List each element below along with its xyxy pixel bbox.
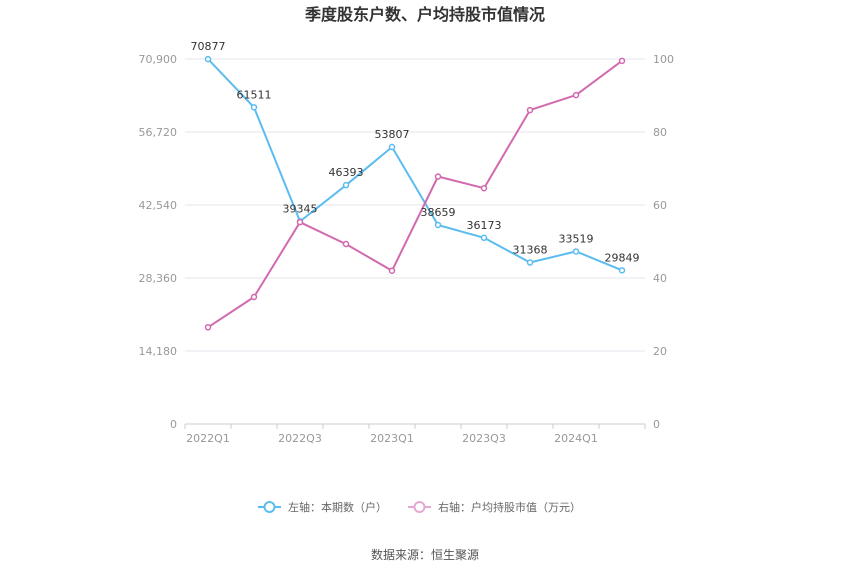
data-label: 70877 (191, 40, 226, 53)
data-point-right (250, 293, 258, 301)
legend: 左轴：本期数（户） 右轴：户均持股市值（万元） (258, 500, 581, 514)
data-label: 61511 (237, 88, 272, 101)
data-label: 36173 (467, 219, 502, 232)
data-point-left (434, 221, 442, 229)
legend-marker-right (413, 501, 426, 513)
right-tick-label: 80 (653, 126, 667, 139)
data-point-left (526, 259, 534, 266)
data-label: 39345 (283, 202, 318, 215)
data-point-right (526, 106, 534, 114)
x-tick-label: 2023Q3 (462, 432, 506, 445)
right-tick-label: 60 (653, 199, 667, 212)
data-label: 31368 (513, 244, 548, 257)
grid (185, 58, 645, 425)
data-point-right (572, 91, 580, 99)
x-axis: 2022Q1 2022Q3 2023Q1 2023Q3 2024Q1 (184, 424, 646, 445)
series-lines (207, 58, 623, 329)
x-tick-label: 2024Q1 (554, 432, 598, 445)
left-tick-label: 70,900 (139, 53, 178, 66)
data-point-left (342, 181, 350, 189)
left-axis: 0 14,180 28,360 42,540 56,720 70,900 (139, 53, 178, 431)
left-tick-label: 56,720 (139, 126, 178, 139)
data-point-right (618, 57, 626, 65)
left-tick-label: 28,360 (139, 272, 178, 285)
right-tick-label: 0 (653, 418, 660, 431)
right-tick-label: 20 (653, 345, 667, 358)
left-tick-label: 0 (170, 418, 177, 431)
data-point-right (434, 173, 442, 180)
right-tick-label: 40 (653, 272, 667, 285)
data-point-left (250, 104, 258, 111)
data-point-right (342, 240, 350, 248)
data-point-right (296, 218, 304, 226)
legend-item-right[interactable]: 右轴：户均持股市值（万元） (408, 500, 581, 514)
data-point-right (388, 267, 396, 274)
data-point-left (618, 267, 626, 274)
x-tick-label: 2022Q1 (186, 432, 230, 445)
legend-marker-left (263, 501, 276, 513)
data-labels: 70877 61511 39345 46393 53807 38659 36173 31368… (191, 40, 640, 264)
data-point-right (480, 184, 488, 192)
data-label: 46393 (329, 166, 364, 179)
series-line-right (207, 59, 623, 329)
data-point-left (480, 234, 488, 242)
legend-label-right: 右轴：户均持股市值（万元） (438, 500, 581, 514)
right-tick-label: 100 (653, 53, 674, 66)
data-label: 38659 (421, 206, 456, 219)
data-label: 53807 (375, 128, 410, 141)
data-point-left (572, 248, 580, 255)
series-line-left (207, 58, 623, 272)
data-point-left (388, 143, 396, 151)
left-tick-label: 14,180 (139, 345, 178, 358)
right-axis: 0 20 40 60 80 100 (653, 53, 674, 431)
data-label: 33519 (559, 232, 594, 245)
legend-item-left[interactable]: 左轴：本期数（户） (258, 500, 387, 514)
data-point-right (204, 324, 212, 331)
legend-label-left: 左轴：本期数（户） (288, 500, 387, 514)
data-point-left (204, 55, 212, 63)
left-tick-label: 42,540 (139, 199, 178, 212)
chart-title: 季度股东户数、户均持股市值情况 (304, 5, 545, 24)
data-label: 29849 (605, 251, 640, 264)
source-note: 数据来源：恒生聚源 (371, 547, 479, 562)
x-tick-label: 2022Q3 (278, 432, 322, 445)
x-tick-label: 2023Q1 (370, 432, 414, 445)
series-points (204, 55, 626, 331)
